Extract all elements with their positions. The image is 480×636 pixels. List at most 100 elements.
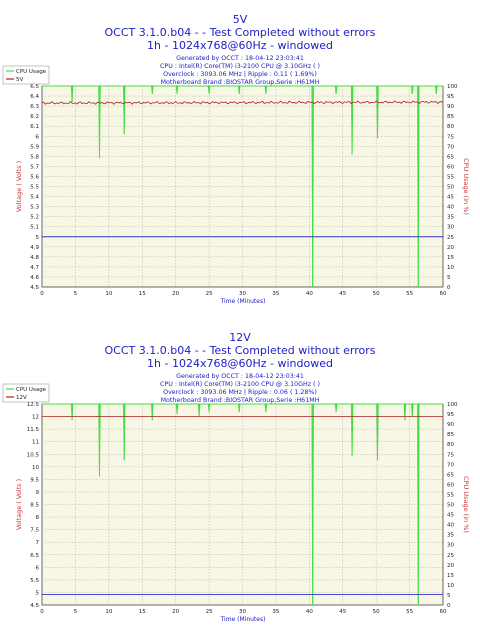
y-right-tick-label: 60 bbox=[447, 482, 454, 488]
legend-label-voltage: 5V bbox=[16, 77, 23, 83]
y-right-axis-label: CPU Usage (in %) bbox=[462, 158, 470, 215]
y-right-tick-label: 0 bbox=[447, 603, 451, 609]
chart-info-line: CPU : Intel(R) Core(TM) i3-2100 CPU @ 3.… bbox=[160, 380, 320, 388]
y-right-tick-label: 15 bbox=[447, 255, 454, 261]
y-right-tick-label: 75 bbox=[447, 452, 454, 458]
y-right-tick-label: 30 bbox=[447, 543, 454, 549]
x-tick-label: 10 bbox=[105, 609, 112, 615]
y-right-tick-label: 65 bbox=[447, 472, 454, 478]
x-tick-label: 0 bbox=[40, 291, 44, 297]
x-axis-label: Time (Minutes) bbox=[220, 298, 266, 305]
y-tick-label: 4.9 bbox=[30, 245, 39, 251]
y-right-tick-label: 50 bbox=[447, 185, 454, 191]
y-tick-label: 9 bbox=[36, 490, 40, 496]
y-right-tick-label: 30 bbox=[447, 225, 454, 231]
chart-info-line: Overclock : 3093.06 MHz | Ripple : 0.06 … bbox=[163, 389, 317, 396]
y-tick-label: 8 bbox=[36, 515, 40, 521]
y-right-tick-label: 25 bbox=[447, 235, 454, 241]
y-right-tick-label: 45 bbox=[447, 513, 454, 519]
y-tick-label: 9.5 bbox=[30, 477, 39, 483]
y-right-tick-label: 75 bbox=[447, 134, 454, 140]
chart-info-line: Overclock : 3093.06 MHz | Ripple : 0.11 … bbox=[163, 71, 317, 78]
x-tick-label: 50 bbox=[373, 609, 380, 615]
y-tick-label: 8.5 bbox=[30, 503, 39, 509]
y-right-tick-label: 50 bbox=[447, 503, 454, 509]
y-tick-label: 10.5 bbox=[27, 452, 40, 458]
y-right-tick-label: 20 bbox=[447, 563, 454, 569]
y-right-tick-label: 85 bbox=[447, 432, 454, 438]
y-right-tick-label: 5 bbox=[447, 593, 451, 599]
x-tick-label: 55 bbox=[406, 609, 413, 615]
x-tick-label: 30 bbox=[239, 291, 246, 297]
y-tick-label: 10 bbox=[32, 465, 39, 471]
y-tick-label: 5.5 bbox=[30, 578, 39, 584]
y-tick-label: 7 bbox=[36, 540, 40, 546]
y-right-tick-label: 90 bbox=[447, 104, 454, 110]
y-tick-label: 4.8 bbox=[30, 255, 39, 261]
x-tick-label: 50 bbox=[373, 291, 380, 297]
x-tick-label: 5 bbox=[74, 291, 78, 297]
x-tick-label: 20 bbox=[172, 291, 179, 297]
y-tick-label: 4.6 bbox=[30, 275, 39, 281]
y-right-tick-label: 0 bbox=[447, 285, 451, 291]
legend-label-cpu: CPU Usage bbox=[16, 387, 47, 393]
legend-label-cpu: CPU Usage bbox=[16, 69, 47, 75]
x-tick-label: 45 bbox=[339, 609, 346, 615]
y-right-tick-label: 10 bbox=[447, 583, 454, 589]
y-tick-label: 5.9 bbox=[30, 144, 39, 150]
y-right-tick-label: 40 bbox=[447, 205, 454, 211]
chart-title: 5V bbox=[233, 13, 248, 26]
y-tick-label: 5.5 bbox=[30, 185, 39, 191]
chart-subtitle-1: OCCT 3.1.0.b04 - - Test Completed withou… bbox=[105, 344, 376, 357]
x-tick-label: 25 bbox=[206, 291, 213, 297]
y-right-tick-label: 55 bbox=[447, 174, 454, 180]
y-tick-label: 5.2 bbox=[30, 215, 39, 221]
chart-info-line: Generated by OCCT : 18-04-12 23:03:41 bbox=[176, 373, 304, 380]
y-right-tick-label: 40 bbox=[447, 523, 454, 529]
y-tick-label: 6.5 bbox=[30, 553, 39, 559]
y-tick-label: 6.3 bbox=[30, 104, 39, 110]
x-axis-label: Time (Minutes) bbox=[220, 616, 266, 623]
y-tick-label: 11 bbox=[32, 440, 39, 446]
y-right-tick-label: 70 bbox=[447, 462, 454, 468]
y-tick-label: 11.5 bbox=[27, 427, 40, 433]
chart-info-line: Generated by OCCT : 18-04-12 23:03:41 bbox=[176, 55, 304, 62]
y-right-tick-label: 65 bbox=[447, 154, 454, 160]
y-tick-label: 5 bbox=[36, 235, 40, 241]
y-right-tick-label: 35 bbox=[447, 533, 454, 539]
y-right-tick-label: 35 bbox=[447, 215, 454, 221]
x-tick-label: 5 bbox=[74, 609, 78, 615]
legend-box bbox=[2, 65, 50, 85]
y-tick-label: 5.4 bbox=[30, 195, 39, 201]
chart-info-line: CPU : Intel(R) Core(TM) i3-2100 CPU @ 3.… bbox=[160, 62, 320, 70]
x-tick-label: 60 bbox=[440, 609, 447, 615]
y-tick-label: 6.2 bbox=[30, 114, 39, 120]
y-right-tick-label: 85 bbox=[447, 114, 454, 120]
y-tick-label: 12 bbox=[32, 415, 39, 421]
y-right-tick-label: 100 bbox=[447, 402, 458, 408]
y-right-tick-label: 20 bbox=[447, 245, 454, 251]
y-tick-label: 6.1 bbox=[30, 124, 39, 130]
y-tick-label: 12.5 bbox=[27, 402, 40, 408]
x-tick-label: 45 bbox=[339, 291, 346, 297]
x-tick-label: 10 bbox=[105, 291, 112, 297]
y-axis-label: Voltage ( Volts ) bbox=[15, 161, 23, 212]
y-tick-label: 6 bbox=[36, 134, 40, 140]
y-tick-label: 6 bbox=[36, 565, 40, 571]
series-voltage bbox=[41, 100, 444, 105]
y-tick-label: 4.7 bbox=[30, 265, 39, 271]
y-right-tick-label: 5 bbox=[447, 275, 451, 281]
x-tick-label: 40 bbox=[306, 291, 313, 297]
y-right-tick-label: 55 bbox=[447, 492, 454, 498]
y-right-tick-label: 100 bbox=[447, 84, 458, 90]
y-right-tick-label: 95 bbox=[447, 412, 454, 418]
y-tick-label: 5.3 bbox=[30, 205, 39, 211]
y-right-tick-label: 60 bbox=[447, 164, 454, 170]
chart-info-line: Motherboard Brand :BIOSTAR Group,Serie :… bbox=[161, 397, 320, 404]
y-right-axis-label: CPU Usage (in %) bbox=[462, 476, 470, 533]
y-tick-label: 6.4 bbox=[30, 94, 39, 100]
y-tick-label: 5.8 bbox=[30, 154, 39, 160]
x-tick-label: 25 bbox=[206, 609, 213, 615]
y-tick-label: 5.6 bbox=[30, 174, 39, 180]
